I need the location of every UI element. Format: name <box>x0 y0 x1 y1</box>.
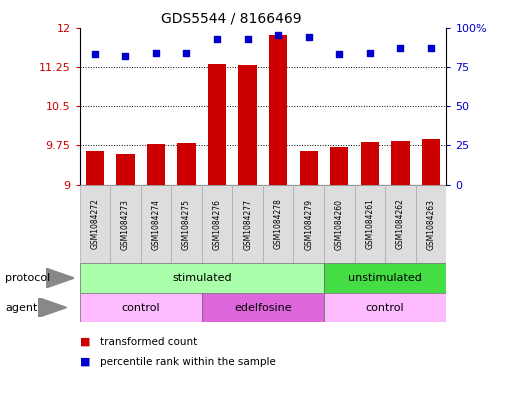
Text: unstimulated: unstimulated <box>348 273 422 283</box>
Text: GSM1084278: GSM1084278 <box>274 198 283 250</box>
Text: control: control <box>366 303 404 312</box>
Bar <box>324 185 354 263</box>
Polygon shape <box>46 268 74 288</box>
Bar <box>354 185 385 263</box>
Point <box>335 51 343 57</box>
Text: control: control <box>122 303 160 312</box>
Bar <box>147 144 165 185</box>
Text: GSM1084260: GSM1084260 <box>335 198 344 250</box>
Text: GSM1084261: GSM1084261 <box>365 198 374 250</box>
Bar <box>80 263 324 293</box>
Point <box>366 50 374 56</box>
Text: GSM1084275: GSM1084275 <box>182 198 191 250</box>
Polygon shape <box>38 298 67 318</box>
Point <box>427 45 435 51</box>
Point <box>305 34 313 40</box>
Text: GDS5544 / 8166469: GDS5544 / 8166469 <box>161 12 301 26</box>
Text: ■: ■ <box>80 337 90 347</box>
Text: GSM1084279: GSM1084279 <box>304 198 313 250</box>
Bar <box>300 151 318 185</box>
Bar <box>385 185 416 263</box>
Text: transformed count: transformed count <box>100 337 198 347</box>
Bar <box>80 293 202 322</box>
Bar <box>324 293 446 322</box>
Point <box>274 32 282 39</box>
Bar <box>324 263 446 293</box>
Point <box>213 35 221 42</box>
Bar <box>239 65 257 185</box>
Bar <box>202 293 324 322</box>
Bar <box>110 185 141 263</box>
Point <box>397 45 405 51</box>
Bar <box>116 154 134 185</box>
Text: protocol: protocol <box>5 273 50 283</box>
Point <box>152 50 160 56</box>
Bar <box>330 147 348 185</box>
Text: GSM1084276: GSM1084276 <box>212 198 222 250</box>
Text: percentile rank within the sample: percentile rank within the sample <box>100 356 276 367</box>
Bar <box>361 142 379 185</box>
Bar <box>232 185 263 263</box>
Text: edelfosine: edelfosine <box>234 303 292 312</box>
Bar <box>208 64 226 185</box>
Bar <box>293 185 324 263</box>
Bar <box>416 185 446 263</box>
Text: agent: agent <box>5 303 37 312</box>
Text: GSM1084262: GSM1084262 <box>396 198 405 250</box>
Text: ■: ■ <box>80 356 90 367</box>
Text: stimulated: stimulated <box>172 273 231 283</box>
Point <box>91 51 99 57</box>
Text: GSM1084274: GSM1084274 <box>151 198 161 250</box>
Bar <box>269 35 287 185</box>
Text: GSM1084263: GSM1084263 <box>426 198 436 250</box>
Bar <box>263 185 293 263</box>
Point <box>183 50 191 56</box>
Text: GSM1084277: GSM1084277 <box>243 198 252 250</box>
Point <box>244 35 252 42</box>
Bar <box>422 139 440 185</box>
Bar <box>171 185 202 263</box>
Bar <box>202 185 232 263</box>
Bar <box>141 185 171 263</box>
Bar <box>177 143 195 185</box>
Text: GSM1084273: GSM1084273 <box>121 198 130 250</box>
Bar <box>391 141 409 185</box>
Bar <box>80 185 110 263</box>
Point <box>121 53 129 59</box>
Text: GSM1084272: GSM1084272 <box>90 198 100 250</box>
Bar <box>86 151 104 185</box>
